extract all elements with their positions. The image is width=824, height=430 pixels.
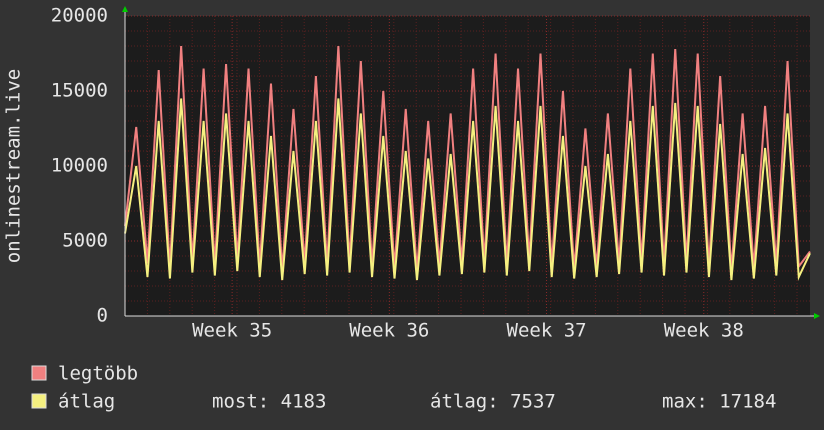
axis-arrow xyxy=(814,313,820,319)
legend-stat: max: 17184 xyxy=(662,391,776,413)
series-line xyxy=(124,98,811,281)
legend-stat: átlag: 7537 xyxy=(430,391,556,413)
y-tick-label: 5000 xyxy=(62,230,108,252)
x-tick-label: Week 38 xyxy=(664,320,744,342)
y-tick-label: 15000 xyxy=(51,80,108,102)
legend-swatch xyxy=(31,393,47,409)
y-tick-label: 0 xyxy=(97,305,108,327)
x-tick-label: Week 35 xyxy=(192,320,272,342)
x-tick-label: Week 36 xyxy=(349,320,429,342)
y-tick-label: 10000 xyxy=(51,155,108,177)
legend-label: legtöbb xyxy=(58,363,138,385)
legend-label: átlag xyxy=(58,391,115,413)
y-axis-label: onlinestream.live xyxy=(3,69,25,263)
x-tick-label: Week 37 xyxy=(507,320,587,342)
axis-arrow xyxy=(122,6,128,12)
series-line xyxy=(124,45,811,272)
y-tick-label: 20000 xyxy=(51,5,108,27)
legend-swatch xyxy=(31,365,47,381)
legend-stat: most: 4183 xyxy=(212,391,326,413)
